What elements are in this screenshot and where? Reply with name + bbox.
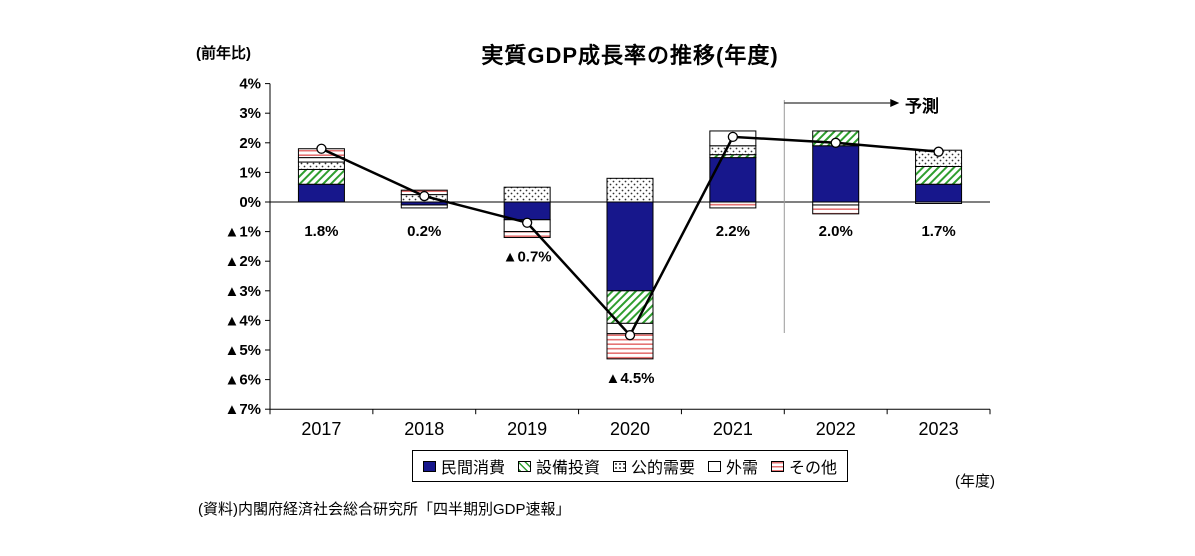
data-label: ▲0.7% bbox=[503, 249, 552, 266]
line-marker bbox=[933, 146, 944, 157]
legend-label: その他 bbox=[789, 460, 838, 477]
x-axis-year: 2019 bbox=[507, 419, 547, 439]
data-label: ▲4.5% bbox=[605, 370, 654, 387]
y-tick-label: ▲4% bbox=[224, 312, 261, 329]
data-label: 2.2% bbox=[716, 223, 750, 240]
legend-swatch-dots bbox=[612, 460, 626, 472]
y-axis-unit-label: (前年比) bbox=[196, 45, 251, 62]
chart-title: 実質GDP成長率の推移(年度) bbox=[481, 43, 779, 68]
y-tick-label: 3% bbox=[239, 105, 261, 122]
y-tick-label: ▲7% bbox=[224, 401, 261, 418]
bar-segment bbox=[503, 201, 551, 221]
legend-item: 民間消費 bbox=[422, 454, 505, 478]
line-marker bbox=[419, 190, 430, 202]
x-axis-year: 2020 bbox=[610, 419, 650, 439]
data-label: 1.8% bbox=[304, 223, 338, 240]
bar-segment bbox=[297, 183, 345, 203]
y-tick-label: ▲2% bbox=[224, 253, 261, 270]
source-note: (資料)内閣府経済社会総合研究所「四半期別GDP速報」 bbox=[198, 501, 571, 518]
line-marker bbox=[727, 131, 739, 143]
data-label: 1.7% bbox=[921, 223, 955, 240]
line-marker bbox=[624, 330, 636, 341]
x-axis-unit-label: (年度) bbox=[955, 473, 995, 490]
legend-swatch-green-hatch bbox=[517, 460, 531, 472]
bar-segment bbox=[400, 204, 448, 209]
bar-segment bbox=[915, 183, 963, 203]
data-label: 0.2% bbox=[407, 223, 441, 240]
legend-label: 設備投資 bbox=[535, 460, 600, 477]
bar-segment bbox=[606, 177, 654, 203]
bar-segment bbox=[297, 168, 345, 185]
bar-segment bbox=[606, 201, 654, 292]
bar-segment bbox=[915, 165, 963, 185]
bar-segment bbox=[503, 186, 551, 203]
bar-segment bbox=[297, 161, 345, 170]
y-tick-label: ▲5% bbox=[224, 342, 261, 359]
x-axis-year: 2023 bbox=[919, 419, 959, 439]
bar-segment bbox=[812, 145, 860, 203]
y-tick-label: 4% bbox=[239, 76, 261, 93]
x-axis-year: 2018 bbox=[404, 419, 444, 439]
forecast-arrowhead-icon bbox=[890, 99, 900, 107]
bar-segment bbox=[503, 231, 551, 239]
y-tick-label: 0% bbox=[239, 194, 261, 211]
bar-segment bbox=[915, 201, 963, 204]
bar-segment bbox=[709, 201, 757, 209]
y-tick-label: ▲3% bbox=[224, 283, 261, 300]
y-tick-label: 1% bbox=[239, 164, 261, 181]
legend-item: 設備投資 bbox=[517, 454, 600, 478]
bar-segment bbox=[812, 204, 860, 215]
bar-segment bbox=[297, 157, 345, 163]
legend-item: 外需 bbox=[708, 454, 758, 478]
legend-label: 民間消費 bbox=[440, 460, 505, 477]
legend-swatch-navy bbox=[422, 460, 436, 472]
bar-segment bbox=[709, 157, 757, 203]
legend-label: 公的需要 bbox=[630, 460, 695, 477]
x-axis-year: 2022 bbox=[816, 419, 856, 439]
legend-swatch-white bbox=[708, 460, 721, 472]
line-marker bbox=[316, 143, 327, 154]
legend-item: 公的需要 bbox=[612, 454, 695, 478]
forecast-label: 予測 bbox=[905, 97, 939, 116]
line-marker bbox=[830, 137, 841, 148]
legend-wrap: 民間消費 設備投資 公的需要 外需 その他 bbox=[270, 450, 990, 482]
line-marker bbox=[521, 217, 533, 228]
x-axis-year: 2017 bbox=[301, 419, 341, 439]
legend: 民間消費 設備投資 公的需要 外需 その他 bbox=[411, 450, 849, 482]
y-tick-label: ▲1% bbox=[224, 224, 261, 241]
y-tick-label: ▲6% bbox=[224, 372, 261, 389]
bar-segment bbox=[709, 145, 757, 156]
data-label: 2.0% bbox=[819, 223, 853, 240]
legend-item: その他 bbox=[771, 454, 837, 478]
x-axis-year: 2021 bbox=[713, 419, 753, 439]
y-tick-label: 2% bbox=[239, 135, 261, 152]
legend-label: 外需 bbox=[726, 460, 759, 477]
legend-swatch-red-stripes bbox=[771, 460, 785, 472]
